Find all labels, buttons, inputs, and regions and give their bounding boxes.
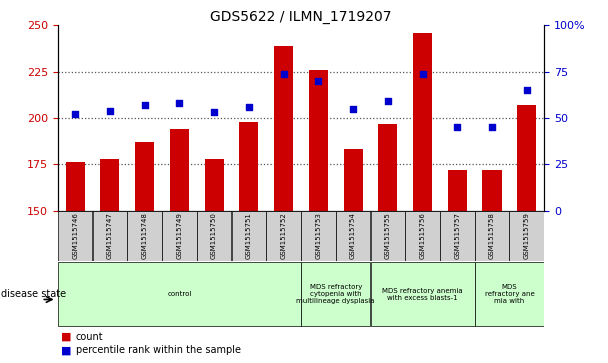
Bar (336, 211, 370, 261)
Text: GSM1515758: GSM1515758 (489, 212, 495, 260)
Point (244, 104, 254, 110)
Text: GSM1515746: GSM1515746 (72, 212, 78, 260)
Bar (413, 33, 432, 211)
Bar (66, 162, 85, 211)
Point (383, 98, 393, 104)
Bar (274, 46, 293, 211)
Point (418, 71, 427, 77)
Text: GSM1515756: GSM1515756 (420, 212, 426, 260)
Point (140, 102, 150, 108)
Bar (447, 170, 467, 211)
Bar (92, 211, 127, 261)
Text: GSM1515755: GSM1515755 (385, 213, 391, 259)
Bar (197, 211, 232, 261)
Point (487, 124, 497, 130)
Bar (370, 262, 475, 326)
Bar (309, 70, 328, 211)
Bar (344, 150, 362, 211)
Point (314, 78, 323, 84)
Bar (301, 211, 336, 261)
Bar (135, 142, 154, 211)
Text: GSM1515751: GSM1515751 (246, 212, 252, 260)
Bar (370, 211, 405, 261)
Text: control: control (167, 291, 192, 297)
Bar (58, 262, 301, 326)
Point (105, 108, 115, 114)
Point (522, 87, 531, 93)
Text: GSM1515754: GSM1515754 (350, 213, 356, 259)
Bar (510, 211, 544, 261)
Point (209, 110, 219, 115)
Bar (517, 105, 536, 211)
Bar (58, 211, 92, 261)
Point (348, 106, 358, 112)
Text: disease state: disease state (1, 289, 66, 299)
Title: GDS5622 / ILMN_1719207: GDS5622 / ILMN_1719207 (210, 11, 392, 24)
Bar (475, 211, 510, 261)
Text: percentile rank within the sample: percentile rank within the sample (76, 345, 241, 355)
Point (278, 71, 288, 77)
Text: GSM1515747: GSM1515747 (107, 212, 113, 260)
Text: ■: ■ (61, 332, 71, 342)
Text: GSM1515748: GSM1515748 (142, 212, 148, 260)
Text: GSM1515750: GSM1515750 (211, 212, 217, 260)
Bar (127, 211, 162, 261)
Bar (170, 129, 189, 211)
Text: MDS refractory
cytopenia with
multilineage dysplasia: MDS refractory cytopenia with multilinea… (297, 284, 375, 304)
Text: MDS
refractory ane
mia with: MDS refractory ane mia with (485, 284, 534, 304)
Text: GSM1515757: GSM1515757 (454, 212, 460, 260)
Bar (301, 262, 370, 326)
Bar (475, 262, 544, 326)
Point (452, 124, 462, 130)
Text: count: count (76, 332, 103, 342)
Bar (483, 170, 502, 211)
Bar (378, 123, 398, 211)
Bar (266, 211, 301, 261)
Text: GSM1515759: GSM1515759 (523, 212, 530, 260)
Text: GSM1515753: GSM1515753 (316, 212, 322, 260)
Bar (100, 159, 119, 211)
Point (174, 100, 184, 106)
Bar (232, 211, 266, 261)
Bar (162, 211, 196, 261)
Bar (204, 159, 224, 211)
Text: ■: ■ (61, 345, 71, 355)
Text: GSM1515749: GSM1515749 (176, 212, 182, 260)
Bar (240, 122, 258, 211)
Bar (406, 211, 440, 261)
Point (71, 111, 80, 117)
Text: MDS refractory anemia
with excess blasts-1: MDS refractory anemia with excess blasts… (382, 287, 463, 301)
Text: GSM1515752: GSM1515752 (280, 213, 286, 259)
Bar (440, 211, 475, 261)
